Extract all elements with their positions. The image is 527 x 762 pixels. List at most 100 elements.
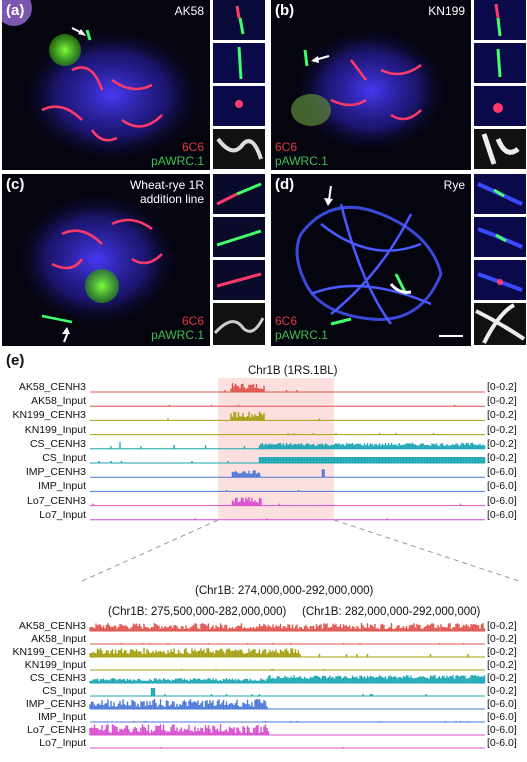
track-IMP_CENH3-overview xyxy=(90,469,485,478)
inset-d-4 xyxy=(474,303,526,345)
track-Lo7_Input-zoom xyxy=(90,747,485,749)
panel-c: (c) Wheat-rye 1R addition line 6C6 pAWRC… xyxy=(2,174,266,346)
track-KN199_CENH3-zoom xyxy=(89,648,485,658)
track-range: [0-0.2] xyxy=(487,452,517,464)
track-label: Lo7_Input xyxy=(39,508,86,521)
zoom-line-left xyxy=(79,519,219,583)
track-AK58_CENH3-zoom xyxy=(89,623,486,632)
track-range: [0-6.0] xyxy=(487,698,517,710)
track-range: [0-0.2] xyxy=(487,409,517,422)
track-range: [0-0.2] xyxy=(487,620,517,632)
inset-d-2 xyxy=(474,217,526,257)
track-label: AK58_CENH3 xyxy=(18,620,86,632)
legend-pawrc: pAWRC.1 xyxy=(275,328,328,342)
track-AK58_Input-zoom xyxy=(90,643,485,645)
track-label: IMP_Input xyxy=(38,480,86,493)
track-CS_Input-overview xyxy=(90,457,486,464)
track-Lo7_CENH3-overview xyxy=(90,497,485,507)
track-label: KN199_CENH3 xyxy=(12,409,86,422)
track-range: [0-0.2] xyxy=(487,646,517,658)
legend-6c6: 6C6 xyxy=(275,140,298,154)
track-range: [0-6.0] xyxy=(487,494,517,507)
inset-c-3 xyxy=(213,260,265,300)
zoom-line-right xyxy=(333,519,523,583)
track-label: CS_Input xyxy=(42,685,86,697)
micrograph-main-b: (b) KN199 6C6 pAWRC.1 xyxy=(271,0,471,170)
inset-a-3 xyxy=(213,86,265,126)
inset-b-2 xyxy=(474,43,526,83)
track-range: [0-0.2] xyxy=(487,685,517,697)
track-label: AK58_CENH3 xyxy=(18,381,86,393)
panel-d: (d) Rye 6C6 pAWRC.1 xyxy=(271,174,527,346)
track-IMP_CENH3-zoom xyxy=(89,699,485,710)
sample-tag: KN199 xyxy=(428,4,465,18)
inset-d-1 xyxy=(474,174,526,214)
track-IMP_Input-zoom xyxy=(90,721,485,723)
track-label: IMP_CENH3 xyxy=(25,466,86,479)
legend-pawrc: pAWRC.1 xyxy=(151,154,204,168)
panel-label: (d) xyxy=(275,176,295,193)
track-range: [0-6.0] xyxy=(487,480,517,493)
micrograph-a-svg xyxy=(2,0,207,165)
track-label: Lo7_Input xyxy=(39,737,86,749)
track-CS_CENH3-zoom xyxy=(89,675,486,684)
panel-b: (b) KN199 6C6 pAWRC.1 xyxy=(271,0,527,170)
track-KN199_Input-zoom xyxy=(90,669,485,671)
panel-a: (a) AK58 6C6 pAWRC.1 xyxy=(2,0,266,170)
track-label: IMP_Input xyxy=(38,711,86,723)
track-Lo7_Input-overview xyxy=(90,518,485,521)
track-KN199_CENH3-overview xyxy=(90,411,485,421)
track-range: [0-6.0] xyxy=(487,737,517,749)
sample-tag: Rye xyxy=(443,178,465,192)
track-CS_CENH3-overview xyxy=(90,442,486,450)
legend-6c6: 6C6 xyxy=(181,314,204,328)
inset-c-4 xyxy=(213,303,265,345)
inset-d-3 xyxy=(474,260,526,300)
sample-tag: AK58 xyxy=(174,4,204,18)
track-range: [0-0.2] xyxy=(487,659,517,671)
panel-label: (b) xyxy=(275,2,295,19)
track-range: [0-0.2] xyxy=(487,633,517,645)
track-range: [0-6.0] xyxy=(487,466,517,479)
inset-a-2 xyxy=(213,43,265,83)
track-CS_Input-zoom xyxy=(90,688,485,697)
track-range: [0-0.2] xyxy=(487,381,517,393)
track-AK58_CENH3-overview xyxy=(90,383,485,393)
track-range: [0-0.2] xyxy=(487,423,517,436)
inset-a-4 xyxy=(213,129,265,169)
inset-b-3 xyxy=(474,86,526,126)
track-label: IMP_CENH3 xyxy=(25,698,86,710)
track-range: [0-6.0] xyxy=(487,711,517,723)
track-label: AK58_Input xyxy=(31,395,86,408)
inset-b-4 xyxy=(474,129,526,169)
panel-label-e: (e) xyxy=(6,352,25,369)
zoom-sub-left: (Chr1B: 275,500,000-282,000,000) xyxy=(108,606,287,618)
track-label: CS_CENH3 xyxy=(29,672,86,684)
track-label: KN199_CENH3 xyxy=(12,646,86,658)
panel-label: (c) xyxy=(6,176,25,193)
track-range: [0-6.0] xyxy=(487,724,517,736)
sample-tag-line2: addition line xyxy=(139,192,204,206)
inset-c-1 xyxy=(213,174,265,214)
track-label: AK58_Input xyxy=(31,633,86,645)
inset-a-1 xyxy=(213,0,265,40)
legend-pawrc: pAWRC.1 xyxy=(275,154,328,168)
inset-c-2 xyxy=(213,217,265,257)
track-label: Lo7_CENH3 xyxy=(27,494,86,507)
legend-6c6: 6C6 xyxy=(275,314,298,328)
track-IMP_Input-overview xyxy=(90,489,485,492)
track-AK58_Input-overview xyxy=(90,404,485,407)
legend-pawrc: pAWRC.1 xyxy=(151,328,204,342)
micrograph-main-d: (d) Rye 6C6 pAWRC.1 xyxy=(271,174,471,346)
track-Lo7_CENH3-zoom xyxy=(89,724,485,736)
track-KN199_Input-overview xyxy=(90,433,485,436)
track-range: [0-0.2] xyxy=(487,395,517,408)
track-label: KN199_Input xyxy=(24,659,86,671)
panel-label: (a) xyxy=(6,2,25,19)
chromosome-title: Chr1B (1RS.1BL) xyxy=(248,365,338,377)
track-label: CS_CENH3 xyxy=(29,437,86,450)
track-label: KN199_Input xyxy=(24,423,86,436)
track-range: [0-0.2] xyxy=(487,672,517,684)
zoom-title: (Chr1B: 274,000,000-292,000,000) xyxy=(195,585,374,597)
